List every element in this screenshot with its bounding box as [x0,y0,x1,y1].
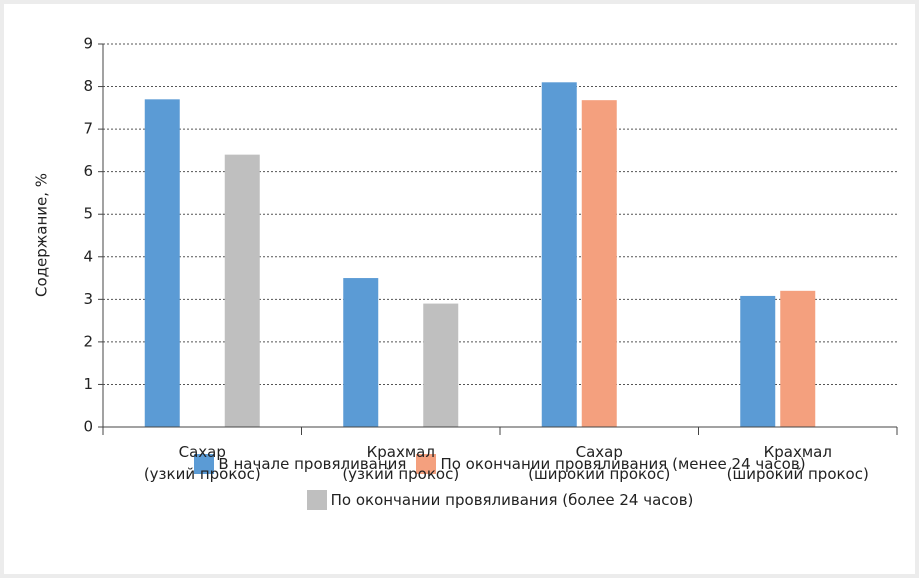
legend-label: По окончании провяливания (более 24 часо… [330,491,694,509]
bar [780,290,816,427]
legend-item: По окончании провяливания (менее 24 часо… [416,454,806,474]
legend-swatch [194,454,215,474]
y-tick-label: 9 [83,35,93,53]
x-tick-label: Крахмал (узкий прокос) [342,443,460,483]
x-tick-label: Сахар (узкий прокос) [143,443,261,483]
legend: В начале провяливания По окончании провял… [140,454,860,510]
bar [224,154,260,427]
x-tick-label: Крахмал (широкий прокос) [726,443,869,483]
bar [581,100,617,427]
y-tick-label: 2 [83,332,93,350]
legend-item: В начале провяливания [194,454,406,474]
y-tick-label: 5 [83,205,93,223]
y-tick-label: 1 [83,375,93,393]
bar [343,278,379,427]
bar [144,99,180,428]
y-tick-label: 3 [83,290,93,308]
legend-swatch [416,454,437,474]
y-axis-label: Содержание, % [33,173,51,297]
legend-item: По окончании провяливания (более 24 часо… [306,490,694,510]
legend-label: В начале провяливания [218,455,407,473]
y-tick-label: 4 [83,247,93,265]
bar [423,303,459,427]
y-tick-label: 8 [83,77,93,95]
y-tick-label: 6 [83,162,93,180]
y-tick-label: 7 [83,120,93,138]
bar [541,82,577,428]
legend-label: По окончании провяливания (менее 24 часо… [440,455,806,473]
legend-swatch [306,490,327,510]
x-tick-label: Сахар (широкий прокос) [528,443,671,483]
y-tick-label: 0 [83,418,93,436]
bar [740,295,776,427]
